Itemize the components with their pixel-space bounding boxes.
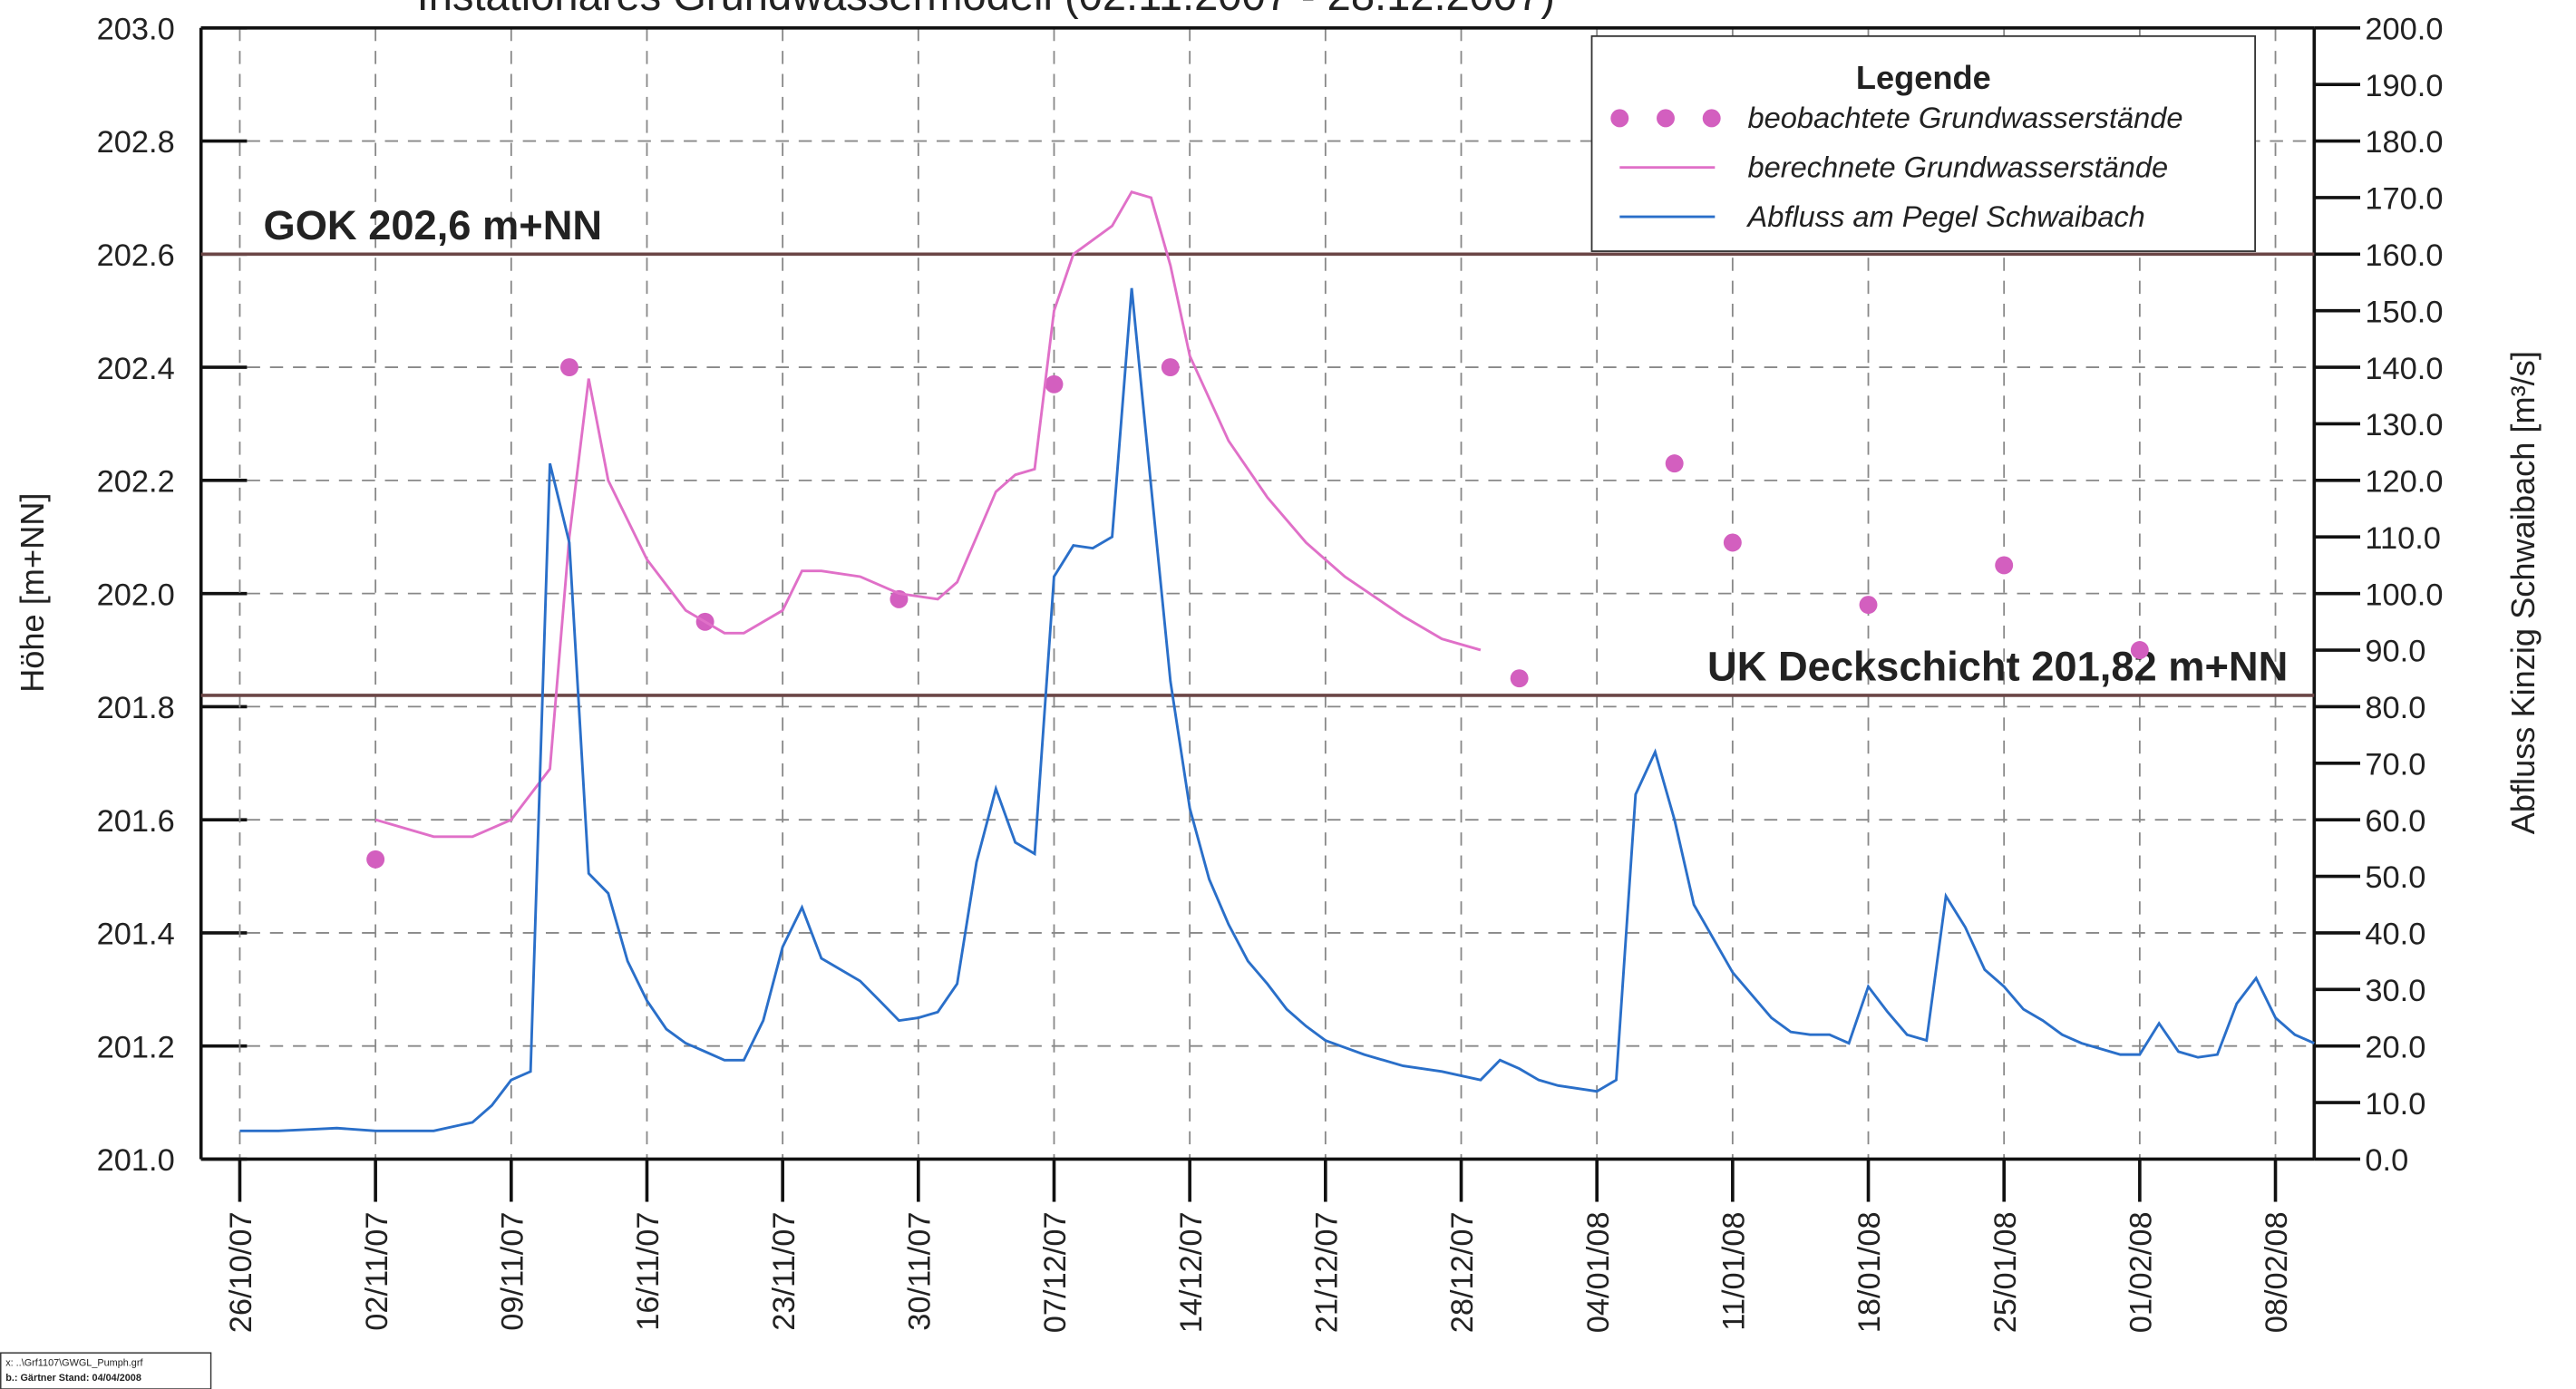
data-point bbox=[1859, 596, 1878, 615]
y2-tick-label: 60.0 bbox=[2365, 804, 2425, 839]
y-tick-label: 202.6 bbox=[97, 238, 175, 273]
y-tick-label: 202.0 bbox=[97, 578, 175, 612]
y-tick-label: 202.8 bbox=[97, 125, 175, 160]
y-axis-label: Höhe [m+NN] bbox=[14, 493, 51, 693]
legend-label: berechnete Grundwasserstände bbox=[1748, 151, 2169, 184]
data-line bbox=[239, 287, 2315, 1132]
data-point bbox=[1510, 669, 1529, 688]
y2-tick-label: 190.0 bbox=[2365, 69, 2443, 103]
data-point bbox=[559, 358, 578, 377]
footer-text: x: ..\Grf1107\GWGL_Pumph.grf bbox=[5, 1358, 143, 1369]
y-tick-label: 201.0 bbox=[97, 1143, 175, 1178]
data-point bbox=[1045, 374, 1064, 393]
y2-tick-label: 120.0 bbox=[2365, 465, 2443, 500]
legend-label: Abfluss am Pegel Schwaibach bbox=[1746, 199, 2145, 233]
legend-marker bbox=[1702, 109, 1721, 128]
reference-label: UK Deckschicht 201,82 m+NN bbox=[1707, 644, 2288, 690]
x-tick-label: 28/12/07 bbox=[1445, 1211, 1480, 1333]
y2-tick-label: 20.0 bbox=[2365, 1030, 2425, 1064]
y2-tick-label: 180.0 bbox=[2365, 125, 2443, 160]
x-tick-label: 07/12/07 bbox=[1038, 1211, 1073, 1333]
y2-tick-label: 140.0 bbox=[2365, 352, 2443, 386]
y2-tick-label: 70.0 bbox=[2365, 747, 2425, 782]
x-tick-label: 14/12/07 bbox=[1174, 1211, 1209, 1333]
x-tick-label: 02/11/07 bbox=[360, 1211, 394, 1330]
y-tick-label: 201.2 bbox=[97, 1030, 175, 1064]
y2-tick-label: 90.0 bbox=[2365, 635, 2425, 669]
x-tick-label: 30/11/07 bbox=[902, 1211, 937, 1330]
y-tick-label: 202.4 bbox=[97, 352, 175, 386]
y2-tick-label: 150.0 bbox=[2365, 295, 2443, 329]
y-tick-label: 201.8 bbox=[97, 691, 175, 725]
y2-tick-label: 110.0 bbox=[2365, 521, 2441, 556]
x-tick-label: 25/01/08 bbox=[1988, 1211, 2023, 1333]
y-tick-label: 202.2 bbox=[97, 465, 175, 500]
data-point bbox=[1665, 454, 1684, 473]
data-point bbox=[1723, 533, 1742, 552]
y2-tick-label: 30.0 bbox=[2365, 974, 2425, 1008]
data-point bbox=[366, 850, 385, 869]
data-point bbox=[1995, 556, 2014, 575]
y2-tick-label: 130.0 bbox=[2365, 408, 2443, 442]
y2-tick-label: 160.0 bbox=[2365, 238, 2443, 273]
legend-marker bbox=[1657, 109, 1675, 128]
y2-axis-label: Abfluss Kinzig Schwaibach [m³/s] bbox=[2504, 351, 2542, 834]
legend-title: Legende bbox=[1856, 59, 1991, 96]
x-tick-label: 09/11/07 bbox=[495, 1211, 530, 1330]
x-tick-label: 23/11/07 bbox=[767, 1211, 802, 1330]
legend-marker bbox=[1610, 109, 1629, 128]
y-tick-label: 203.0 bbox=[97, 12, 175, 46]
data-point bbox=[1161, 358, 1180, 377]
reference-label: GOK 202,6 m+NN bbox=[264, 202, 603, 248]
y2-tick-label: 170.0 bbox=[2365, 182, 2443, 217]
x-tick-label: 16/11/07 bbox=[631, 1211, 666, 1330]
y-tick-label: 201.4 bbox=[97, 918, 175, 952]
chart-title: Instationäres Grundwassermodell (02.11.2… bbox=[417, 0, 1555, 19]
y2-tick-label: 0.0 bbox=[2365, 1143, 2408, 1178]
x-tick-label: 04/01/08 bbox=[1581, 1211, 1616, 1333]
x-tick-label: 01/02/08 bbox=[2124, 1211, 2159, 1333]
y2-tick-label: 50.0 bbox=[2365, 860, 2425, 895]
footer-box bbox=[0, 1352, 212, 1389]
y2-tick-label: 80.0 bbox=[2365, 691, 2425, 725]
x-tick-label: 26/10/07 bbox=[224, 1211, 258, 1333]
y2-tick-label: 100.0 bbox=[2365, 578, 2443, 612]
x-tick-label: 18/01/08 bbox=[1852, 1211, 1887, 1333]
footer-text: b.: Gärtner Stand: 04/04/2008 bbox=[5, 1373, 141, 1384]
y2-tick-label: 10.0 bbox=[2365, 1087, 2425, 1122]
y2-tick-label: 200.0 bbox=[2365, 12, 2443, 46]
y2-tick-label: 40.0 bbox=[2365, 918, 2425, 952]
data-point bbox=[2130, 641, 2149, 659]
legend-box bbox=[1590, 34, 2257, 252]
legend-label: beobachtete Grundwasserstände bbox=[1748, 101, 2183, 134]
x-tick-label: 11/01/08 bbox=[1717, 1211, 1752, 1330]
x-tick-label: 21/12/07 bbox=[1310, 1211, 1345, 1333]
data-line bbox=[374, 189, 1482, 839]
x-tick-label: 08/02/08 bbox=[2260, 1211, 2294, 1333]
y-tick-label: 201.6 bbox=[97, 804, 175, 839]
